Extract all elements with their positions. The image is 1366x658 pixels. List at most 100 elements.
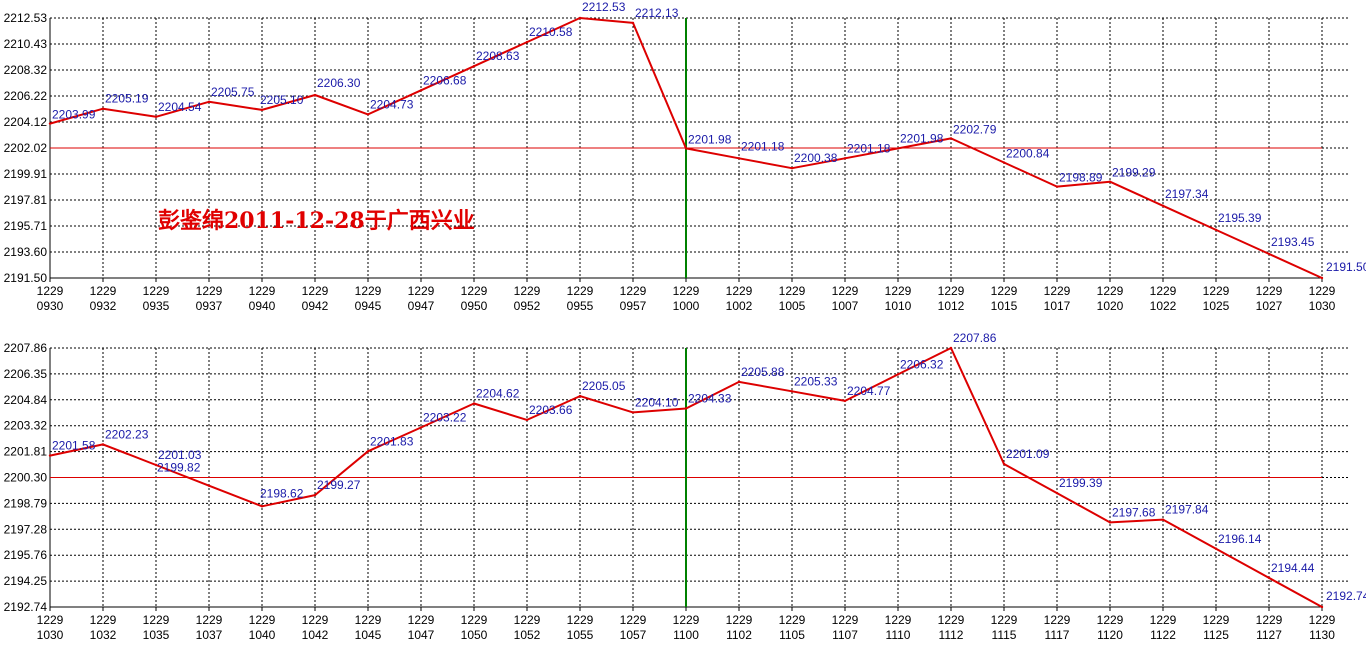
top-x-tick-label-time: 1005 [779,299,806,313]
bottom-x-tick-label-date: 1229 [1309,613,1336,627]
top-x-tick-label-date: 1229 [991,284,1018,298]
bottom-chart-panel: 2207.86 2206.35 2204.84 2203.32 2201.81 2200.… [4,331,1366,642]
top-value-label: 2210.58 [529,25,573,39]
bottom-x-tick-label-time: 1125 [1203,628,1229,642]
bottom-x-tick-label-date: 1229 [461,613,488,627]
top-x-tick-label-time: 1010 [885,299,912,313]
bottom-value-label: 2205.05 [582,379,626,393]
top-y-tick-label: 2202.02 [4,141,48,155]
top-x-tick-label-date: 1229 [514,284,541,298]
bottom-x-tick-label-date: 1229 [90,613,117,627]
top-value-label: 2195.39 [1218,211,1262,225]
top-data-point [1002,161,1006,164]
bottom-x-tick-label-date: 1229 [779,613,806,627]
top-x-tick-label-date: 1229 [726,284,753,298]
top-value-label: 2201.98 [900,131,944,145]
top-x-tick-label-time: 0952 [514,299,541,313]
bottom-value-label: 2203.66 [529,403,573,417]
top-x-tick-label-time: 0947 [408,299,435,313]
top-x-tick-label-date: 1229 [196,284,223,298]
bottom-value-label: 2202.23 [105,427,149,441]
top-value-label: 2191.50 [1326,260,1366,274]
bottom-value-label: 2192.74 [1326,589,1366,603]
top-y-tick-label: 2197.81 [4,193,48,207]
bottom-value-label: 2198.62 [260,486,304,500]
top-data-point [419,89,423,92]
bottom-data-point [1161,518,1165,521]
bottom-data-point [1108,521,1112,524]
bottom-y-tick-label: 2200.30 [4,471,48,485]
top-value-label: 2198.89 [1059,171,1103,185]
bottom-value-label: 2205.33 [794,374,838,388]
bottom-value-label: 2199.39 [1059,476,1103,490]
top-data-point [949,137,953,140]
bottom-value-label: 2207.86 [953,331,997,345]
bottom-x-tick-label-date: 1229 [1256,613,1283,627]
bottom-data-point [48,454,52,457]
top-data-point [1214,228,1218,232]
bottom-value-label: 2201.83 [370,434,414,448]
top-x-tick-label-date: 1229 [938,284,965,298]
top-data-point [472,65,476,68]
bottom-x-tick-label-date: 1229 [302,613,329,627]
bottom-data-point [1055,491,1059,495]
top-value-label: 2200.38 [794,151,838,165]
top-data-point [1267,252,1271,256]
bottom-data-point [1002,462,1006,466]
top-x-tick-label-date: 1229 [1150,284,1177,298]
bottom-data-point [684,407,688,410]
top-x-tick-label-date: 1229 [779,284,806,298]
top-value-label: 2201.98 [688,132,732,146]
bottom-data-point [525,418,529,422]
bottom-x-tick-label-date: 1229 [1203,613,1230,627]
bottom-data-point [1267,576,1271,580]
bottom-y-tick-label: 2195.76 [4,548,48,562]
top-x-tick-label-date: 1229 [1097,284,1124,298]
top-x-tick-label-time: 0950 [461,299,488,313]
bottom-data-point [1320,605,1324,609]
bottom-value-label: 2201.58 [52,439,96,453]
bottom-y-tick-label: 2194.25 [4,574,48,588]
bottom-x-tick-label-time: 1110 [886,628,911,642]
top-y-tick-label: 2191.50 [4,271,48,285]
top-y-tick-label: 2208.32 [4,63,48,77]
bottom-x-tick-label-date: 1229 [620,613,647,627]
bottom-y-tick-label: 2197.28 [4,522,48,536]
top-value-label: 2206.30 [317,76,361,90]
bottom-x-tick-label-date: 1229 [991,613,1018,627]
top-x-tick-label-date: 1229 [408,284,435,298]
top-x-tick-label-date: 1229 [673,284,700,298]
bottom-y-tick-label: 2192.74 [4,600,48,614]
bottom-x-tick-label-date: 1229 [249,613,276,627]
top-x-tick-label-time: 1007 [832,299,859,313]
bottom-data-point [578,394,582,398]
bottom-data-point [1214,547,1218,550]
top-x-tick-label-date: 1229 [885,284,912,298]
bottom-value-label: 2204.10 [635,395,679,409]
bottom-x-tick-label-time: 1055 [567,628,594,642]
top-value-label: 2203.99 [52,108,96,122]
top-value-label: 2197.34 [1165,187,1209,201]
top-x-tick-label-date: 1229 [249,284,276,298]
bottom-value-label: 2204.77 [847,384,891,398]
bottom-value-label: 2204.33 [688,391,732,405]
bottom-y-tick-label: 2207.86 [4,341,48,355]
bottom-x-tick-label-date: 1229 [1097,613,1124,627]
bottom-x-tick-label-date: 1229 [938,613,965,627]
top-data-point [896,147,900,150]
top-data-point [101,107,105,110]
top-y-tick-label: 2193.60 [4,245,48,259]
top-value-label: 2200.84 [1006,147,1050,161]
top-y-tick-label: 2204.12 [4,115,48,129]
bottom-data-point [419,426,423,429]
bottom-x-tick-label-time: 1122 [1150,628,1176,642]
top-y-tick-label: 2195.71 [4,219,48,233]
top-value-label: 2204.73 [370,97,414,111]
bottom-data-point [737,380,741,384]
bottom-x-tick-label-date: 1229 [143,613,170,627]
top-x-tick-label-date: 1229 [620,284,647,298]
top-data-point [48,122,52,125]
top-x-tick-label-time: 1025 [1203,299,1230,313]
bottom-value-label: 2197.84 [1165,503,1209,517]
top-x-tick-label-time: 0932 [90,299,117,313]
